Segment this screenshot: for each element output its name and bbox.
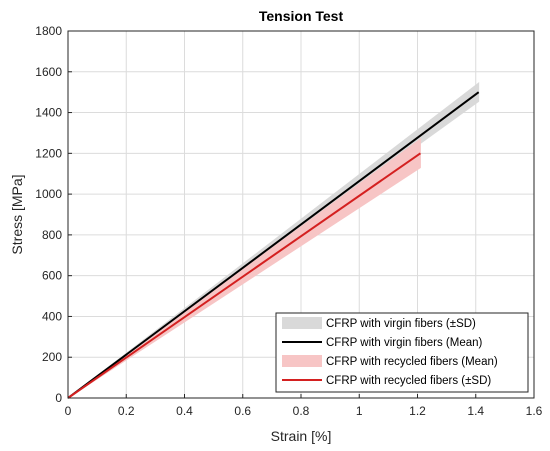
legend-entry-3: CFRP with recycled fibers (±SD) bbox=[326, 375, 491, 387]
x-tick-label: 1.2 bbox=[409, 404, 426, 418]
series-layer bbox=[67, 81, 480, 399]
x-tick-label: 1.6 bbox=[526, 404, 543, 418]
legend: CFRP with virgin fibers (±SD) CFRP with v… bbox=[275, 312, 529, 393]
y-axis-label: Stress [MPa] bbox=[9, 174, 25, 254]
y-tick-label: 1200 bbox=[35, 146, 62, 160]
y-tick-label: 1600 bbox=[35, 65, 62, 79]
x-tick-label: 0.8 bbox=[293, 404, 310, 418]
legend-entry-1: CFRP with virgin fibers (Mean) bbox=[326, 337, 483, 349]
x-tick-label: 0.6 bbox=[234, 404, 251, 418]
x-axis-ticks: 0 0.2 0.4 0.6 0.8 1 1.2 1.4 1.6 bbox=[65, 394, 543, 418]
y-tick-label: 600 bbox=[42, 269, 62, 283]
y-tick-label: 400 bbox=[42, 309, 62, 323]
y-tick-label: 1400 bbox=[35, 106, 62, 120]
x-tick-label: 0 bbox=[65, 404, 72, 418]
x-tick-label: 1 bbox=[356, 404, 363, 418]
y-tick-label: 1800 bbox=[35, 24, 62, 38]
legend-swatch-2 bbox=[282, 355, 322, 367]
x-tick-label: 0.4 bbox=[176, 404, 193, 418]
x-tick-label: 1.4 bbox=[467, 404, 484, 418]
legend-entry-0: CFRP with virgin fibers (±SD) bbox=[326, 318, 476, 330]
y-axis-ticks: 0 200 400 600 800 1000 1200 1400 1600 1800 bbox=[35, 24, 72, 405]
series-line-3 bbox=[67, 152, 421, 399]
legend-swatch-0 bbox=[282, 317, 322, 329]
y-tick-label: 1000 bbox=[35, 187, 62, 201]
y-tick-label: 200 bbox=[42, 350, 62, 364]
y-tick-label: 800 bbox=[42, 228, 62, 242]
chart-title: Tension Test bbox=[259, 8, 344, 24]
x-axis-label: Strain [%] bbox=[271, 428, 332, 444]
x-tick-label: 0.2 bbox=[118, 404, 135, 418]
legend-entry-2: CFRP with recycled fibers (Mean) bbox=[326, 356, 498, 368]
series-line-1 bbox=[67, 91, 480, 399]
y-tick-label: 0 bbox=[55, 391, 62, 405]
